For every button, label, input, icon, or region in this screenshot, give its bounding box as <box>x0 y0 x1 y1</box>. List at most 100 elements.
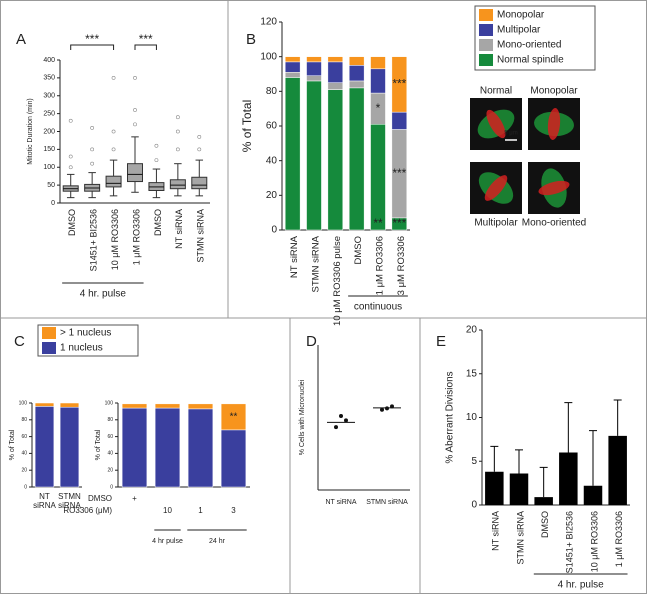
y-tick-label: 0 <box>271 225 277 236</box>
y-tick-label: 5 <box>471 456 477 467</box>
significance: *** <box>392 77 406 91</box>
x-tick-label: STMN siRNA <box>366 499 408 506</box>
panel-letter: C <box>14 333 25 350</box>
y-axis-label: % of Total <box>95 429 102 460</box>
outlier <box>111 129 116 134</box>
x-tick-label: NT siRNA <box>326 499 357 506</box>
significance: *** <box>392 166 406 180</box>
outlier <box>197 147 202 152</box>
chromatin <box>547 108 561 140</box>
bar-segment <box>121 407 148 488</box>
x-tick-label: NT siRNA <box>289 235 300 278</box>
significance: ** <box>230 412 238 423</box>
legend-swatch <box>42 342 56 354</box>
outlier <box>175 129 180 134</box>
x-tick-label: NT siRNA <box>33 492 56 510</box>
outlier <box>133 108 137 112</box>
image-label: Multipolar <box>474 218 518 229</box>
x-tick-label: 10 μM RO3306 <box>589 511 599 572</box>
y-tick-label: 80 <box>107 417 113 423</box>
x-tick-label: DMSO <box>67 209 77 236</box>
bar-segment <box>391 111 408 130</box>
bracket <box>134 44 157 50</box>
bar-segment <box>284 61 301 73</box>
point <box>380 407 384 412</box>
x-tick-label: 1 μM RO3306 <box>614 511 624 567</box>
panel-letter: D <box>306 333 317 350</box>
bar-segment <box>220 403 247 431</box>
outlier <box>90 126 95 130</box>
legend-box <box>474 5 596 71</box>
box <box>127 163 143 183</box>
x-tick-label: NT siRNA <box>491 511 501 551</box>
bar-segment <box>34 402 55 407</box>
bar-segment <box>348 87 365 231</box>
legend-label: Mono-oriented <box>497 40 561 51</box>
bar-segment <box>59 406 80 488</box>
y-tick-label: 20 <box>466 325 478 336</box>
box <box>169 179 186 190</box>
bar <box>559 452 578 505</box>
bar-segment <box>327 61 344 83</box>
x-tick-label: 1 μM RO3306 <box>375 236 386 295</box>
y-tick-label: 200 <box>43 128 55 135</box>
chromatin <box>538 180 570 196</box>
bar-segment <box>121 403 148 409</box>
point <box>339 414 343 419</box>
outlier <box>197 134 202 139</box>
bar <box>509 473 529 505</box>
x-tick-label: 1 <box>198 506 203 515</box>
significance: ** <box>373 216 383 230</box>
y-tick-label: 40 <box>266 155 278 166</box>
bar-segment <box>154 407 181 488</box>
bar-segment <box>306 80 322 231</box>
bar-segment <box>284 72 301 78</box>
bar-segment <box>348 65 365 82</box>
y-tick-label: 20 <box>107 468 113 474</box>
outlier <box>154 158 159 163</box>
y-tick-label: 20 <box>266 190 278 201</box>
y-tick-label: 0 <box>110 484 113 490</box>
outlier <box>68 118 73 123</box>
panel-letter: E <box>436 333 446 350</box>
bracket <box>70 44 115 50</box>
chromatin <box>484 175 508 201</box>
legend-swatch <box>479 39 493 51</box>
bar-segment <box>306 61 322 76</box>
bar-segment <box>59 402 80 408</box>
y-axis-label: % Cells with Micronuclei <box>299 379 306 455</box>
y-tick-label: 0 <box>471 500 477 511</box>
legend-label: 1 nucleus <box>60 343 103 354</box>
y-tick-label: 60 <box>266 121 278 132</box>
y-tick-label: 250 <box>43 110 55 117</box>
significance: * <box>376 101 381 115</box>
bar-segment <box>284 56 301 63</box>
legend-swatch <box>479 9 493 21</box>
bar <box>608 435 627 505</box>
bar <box>583 485 603 505</box>
outlier <box>68 154 73 159</box>
legend-label: Monopolar <box>497 10 545 21</box>
group-label: 4 hr. pulse <box>80 289 127 300</box>
bar-segment <box>348 80 365 89</box>
bracket-label: *** <box>139 32 153 46</box>
x-tick-label: STMN siRNA <box>515 511 525 565</box>
bar-segment <box>154 403 181 409</box>
outlier <box>68 165 73 170</box>
y-axis-label: Mitotic Duration (min) <box>27 98 34 165</box>
y-tick-label: 20 <box>21 468 27 474</box>
x-tick-label: 3 μM RO3306 <box>396 236 407 295</box>
x-tick-label: 10 <box>163 506 172 515</box>
bar-segment <box>327 82 344 90</box>
x-tick-label: + <box>132 494 137 503</box>
group-label: 4 hr. pulse <box>558 580 605 591</box>
bar-segment <box>187 408 214 488</box>
y-tick-label: 350 <box>43 75 55 82</box>
x-tick-label: 10 μM RO3306 pulse <box>332 236 343 326</box>
group-label: continuous <box>354 302 402 313</box>
y-tick-label: 100 <box>260 51 277 62</box>
y-tick-label: 100 <box>105 400 114 406</box>
row-title: RO3306 (μM) <box>63 506 112 515</box>
y-tick-label: 60 <box>21 434 27 440</box>
